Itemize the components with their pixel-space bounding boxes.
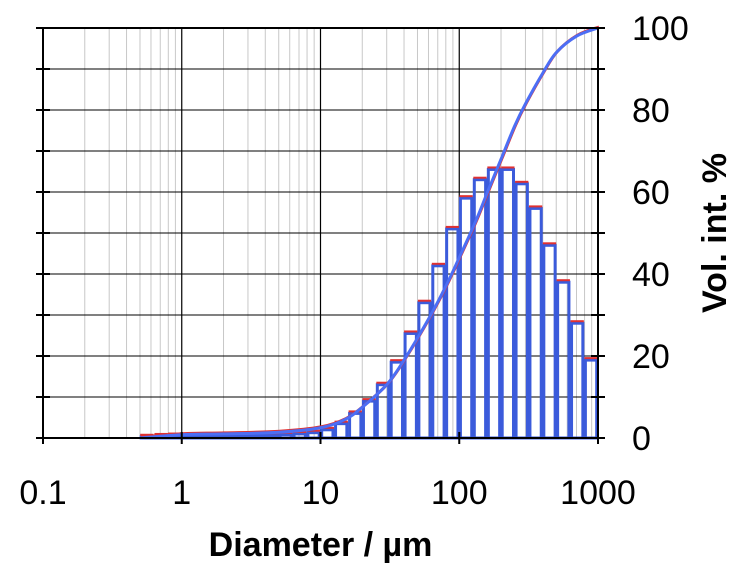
y-tick-label: 80 <box>632 92 670 130</box>
histogram-bar <box>528 206 543 440</box>
x-tick-label: 10 <box>302 474 340 512</box>
histogram-bar <box>583 358 599 440</box>
x-axis-title: Diameter / µm <box>209 526 433 564</box>
histogram-bar <box>320 428 335 440</box>
y-tick-label: 60 <box>632 174 670 212</box>
histogram-bar <box>445 227 460 440</box>
x-tick-label: 1000 <box>560 474 636 512</box>
tick-labels: 0.1 1 10 100 1000 0 20 40 60 80 100 <box>19 10 688 512</box>
histogram-bar <box>486 167 502 440</box>
x-tick-label: 0.1 <box>19 474 66 512</box>
cumulative-curve <box>139 26 599 440</box>
histogram-bar <box>334 422 349 440</box>
histogram-bar <box>570 321 585 440</box>
y-tick-label: 100 <box>632 10 689 48</box>
cumulative-curve-layer <box>139 25 600 440</box>
axis-ticks <box>36 27 605 444</box>
x-tick-label: 100 <box>431 474 488 512</box>
y-tick-label: 20 <box>632 338 670 376</box>
y-tick-label: 40 <box>632 256 670 294</box>
x-tick-label: 1 <box>172 474 191 512</box>
histogram-bar <box>500 167 515 440</box>
y-axis-title: Vol. int. % <box>696 153 734 313</box>
y-tick-label: 0 <box>632 420 651 458</box>
